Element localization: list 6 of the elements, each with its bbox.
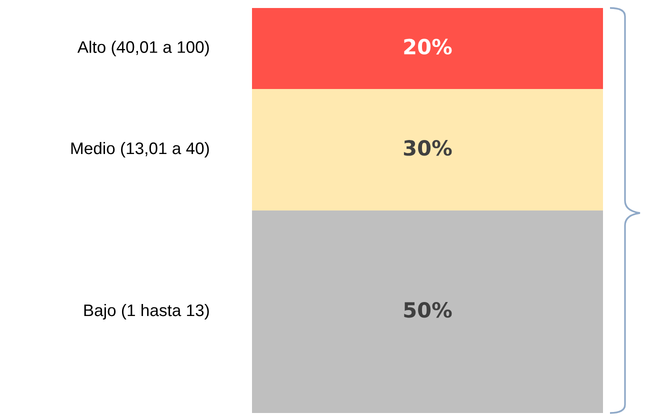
text: Alto (40,01 a 100) xyxy=(77,40,209,56)
data-label: 50% xyxy=(404,302,452,318)
text: Medio (13,01 a 40) xyxy=(71,142,209,158)
text: Bajo (1 hasta 13) xyxy=(84,304,209,320)
data-label: 30% xyxy=(404,140,452,156)
data-label: 20% xyxy=(404,38,452,55)
